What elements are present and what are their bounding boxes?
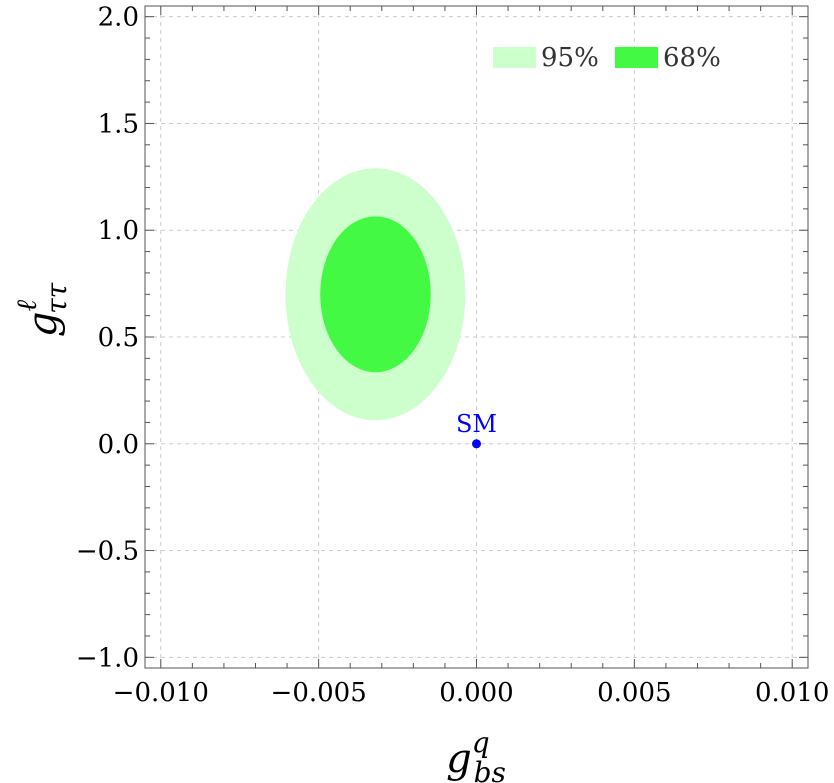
grid — [145, 6, 808, 668]
y-tick-label-1: −0.5 — [76, 537, 139, 567]
x-tick-label-0: −0.010 — [113, 678, 209, 708]
y-axis-title: gℓττ — [10, 282, 73, 337]
y-axis-title-sub: ττ — [40, 282, 73, 313]
legend-swatch-95pct — [493, 47, 536, 68]
point-label-sm: SM — [456, 410, 497, 438]
y-tick-label-0: −1.0 — [76, 643, 139, 673]
y-tick-label-5: 1.5 — [98, 109, 139, 139]
x-axis-title-sub: bs — [474, 756, 506, 783]
x-tick-label-1: −0.005 — [271, 678, 367, 708]
confidence-regions — [285, 168, 466, 421]
y-tick-label-6: 2.0 — [98, 3, 139, 33]
x-axis-title-main: g — [446, 736, 472, 782]
axis-ticks — [145, 6, 808, 668]
y-axis-title-sup: ℓ — [10, 300, 43, 312]
x-tick-label-3: 0.005 — [597, 678, 671, 708]
legend-label-68pct: 68% — [663, 43, 721, 73]
x-axis-title: gq bs — [446, 726, 506, 783]
point-sm — [472, 439, 481, 449]
legend: 95% 68% — [493, 43, 721, 73]
data-points: SM — [456, 410, 497, 449]
y-tick-label-3: 0.5 — [98, 323, 139, 353]
tick-labels: −0.010 −0.005 0.000 0.005 0.010 −1.0 −0.5 0.0 0.… — [76, 3, 830, 708]
y-axis-title-main: g — [20, 312, 66, 338]
x-tick-label-4: 0.010 — [755, 678, 829, 708]
legend-swatch-68pct — [615, 47, 658, 68]
y-tick-label-2: 0.0 — [98, 430, 139, 460]
x-tick-label-2: 0.000 — [439, 678, 513, 708]
x-axis-title-sup: q — [472, 726, 490, 759]
legend-label-95pct: 95% — [541, 43, 599, 73]
y-tick-label-4: 1.0 — [98, 216, 139, 246]
region-68pct — [320, 216, 431, 373]
